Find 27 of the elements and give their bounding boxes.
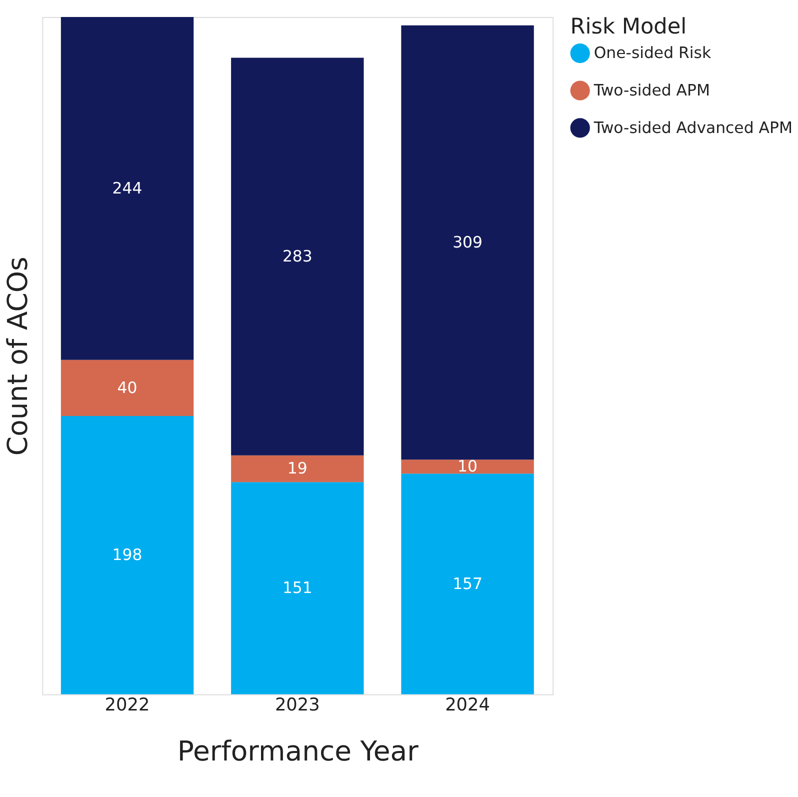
bar <box>231 455 364 482</box>
data-label: 283 <box>282 246 312 266</box>
x-tick-label: 2022 <box>104 695 150 716</box>
bar <box>60 416 194 694</box>
x-axis-title: Performance Year <box>177 736 420 768</box>
x-tick-label: 2023 <box>274 695 320 716</box>
data-label: 19 <box>287 458 308 478</box>
data-label: 198 <box>112 545 142 564</box>
data-label: 309 <box>452 232 483 252</box>
legend-label: One-sided Risk <box>594 43 712 62</box>
bar <box>60 16 194 360</box>
bar <box>60 360 194 416</box>
legend-label: Two-sided Advanced APM <box>592 118 792 137</box>
x-tick-label: 2024 <box>445 695 490 716</box>
legend-title: Risk Model <box>570 14 687 40</box>
data-label: 10 <box>458 456 478 476</box>
bar <box>401 474 534 694</box>
bar <box>401 460 534 474</box>
bar <box>231 58 364 456</box>
data-label: 151 <box>282 578 312 598</box>
data-label: 244 <box>112 178 142 198</box>
bar <box>401 25 534 460</box>
data-label: 157 <box>452 574 483 593</box>
legend-label: Two-sided APM <box>592 80 710 100</box>
y-axis-title: Count of ACOs <box>2 256 34 456</box>
bar <box>231 482 364 694</box>
data-label: 40 <box>117 378 138 397</box>
